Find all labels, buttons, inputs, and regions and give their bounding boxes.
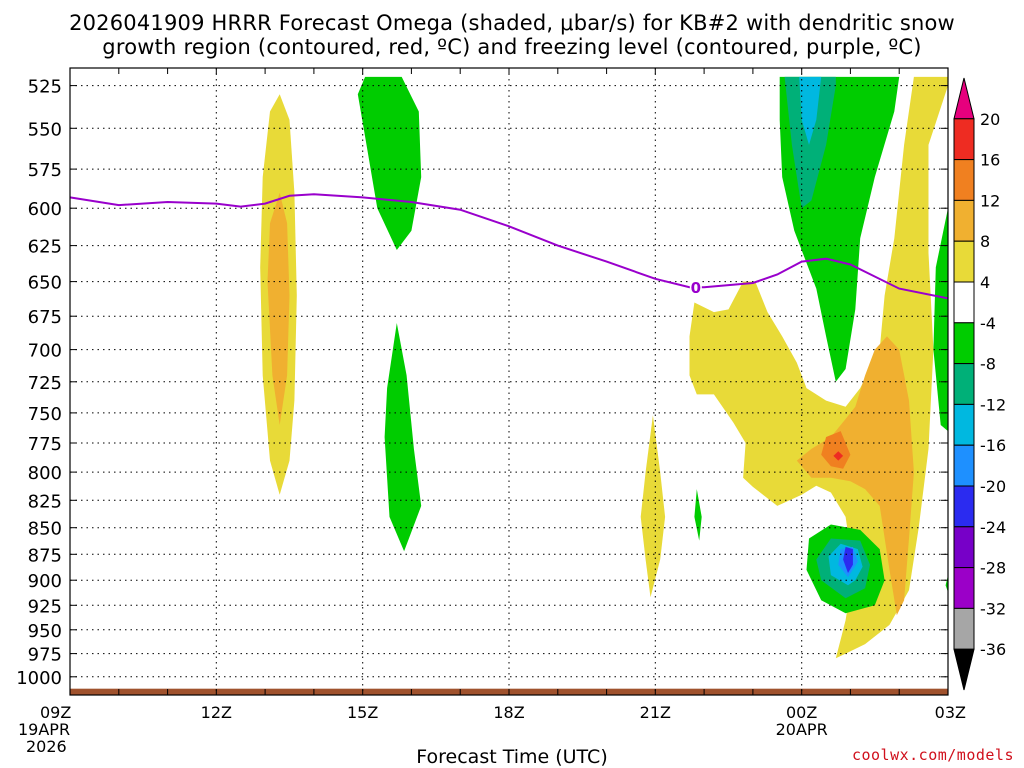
- colorbar-swatch-1: [953, 118, 975, 161]
- colorbar-swatch-7: [953, 363, 975, 405]
- colorbar-label-2: 12: [980, 191, 1000, 210]
- omega-region-7: [796, 336, 914, 616]
- y-tick-label-800: 800: [28, 463, 62, 484]
- colorbar-label-0: 20: [980, 110, 1000, 129]
- y-tick-label-775: 775: [28, 434, 62, 455]
- y-tick-label-950: 950: [28, 621, 62, 642]
- colorbar-label-12: -32: [980, 599, 1006, 618]
- omega-region-3: [384, 323, 422, 552]
- colorbar-label-8: -16: [980, 436, 1006, 455]
- y-tick-label-875: 875: [28, 545, 62, 566]
- colorbar-swatch-4: [953, 240, 975, 283]
- y-tick-label-575: 575: [28, 160, 62, 181]
- colorbar-swatch-6: [953, 322, 975, 365]
- colorbar-bottom-arrow: [953, 648, 975, 691]
- colorbar-label-3: 8: [980, 232, 990, 251]
- site-credit: coolwx.com/models: [851, 746, 1014, 764]
- colorbar-label-10: -24: [980, 518, 1006, 537]
- y-tick-label-975: 975: [28, 645, 62, 666]
- colorbar-swatch-9: [953, 444, 975, 487]
- omega-region-8: [821, 431, 851, 469]
- chart-title-line2: growth region (contoured, red, ºC) and f…: [102, 35, 922, 59]
- omega-region-13: [843, 298, 851, 323]
- y-axis-labels: 525 550 575 600 625 650 675 700 725 750 775 800 825 8…: [16, 77, 62, 689]
- y-tick-label-750: 750: [28, 404, 62, 425]
- y-tick-label-625: 625: [28, 237, 62, 258]
- freezing-level-label: 0: [691, 279, 701, 297]
- y-tick-label-900: 900: [28, 571, 62, 592]
- chart-title-line1: 2026041909 HRRR Forecast Omega (shaded, …: [69, 11, 955, 35]
- x-tick-year-09Z: 2026: [26, 737, 67, 756]
- colorbar-label-11: -28: [980, 559, 1006, 578]
- y-tick-label-1000: 1000: [16, 668, 62, 689]
- colorbar-swatch-2: [953, 159, 975, 201]
- plot-frame: [69, 67, 949, 696]
- y-tick-label-850: 850: [28, 519, 62, 540]
- x-tick-label-21Z: 21Z: [640, 703, 671, 722]
- colorbar-swatch-12: [953, 567, 975, 609]
- y-tick-label-525: 525: [28, 77, 62, 98]
- omega-region-1: [267, 192, 290, 425]
- y-tick-label-600: 600: [28, 199, 62, 220]
- colorbar-label-4: 4: [980, 273, 990, 292]
- x-tick-date-00Z: 20APR: [776, 720, 828, 739]
- colorbar-label-6: -8: [980, 355, 996, 374]
- y-tick-label-650: 650: [28, 273, 62, 294]
- colorbar: 20 16 12 8 4 -4 -8 -12 -16 -20 -24 -28 -32 -36: [953, 77, 1006, 691]
- colorbar-swatch-11: [953, 526, 975, 569]
- x-tick-label-18Z: 18Z: [493, 703, 524, 722]
- x-tick-label-03Z: 03Z: [935, 703, 966, 722]
- x-tick-label-09Z: 09Z: [40, 703, 71, 722]
- omega-region-19: [845, 549, 852, 570]
- omega-region-20: [933, 208, 948, 432]
- freezing-level-line: [69, 193, 949, 300]
- y-tick-label-825: 825: [28, 491, 62, 512]
- x-tick-date-09Z: 19APR: [18, 720, 70, 739]
- colorbar-label-9: -20: [980, 477, 1006, 496]
- colorbar-top-arrow: [953, 77, 975, 120]
- omega-region-2: [357, 76, 422, 251]
- y-tick-label-725: 725: [28, 373, 62, 394]
- y-tick-label-700: 700: [28, 341, 62, 362]
- colorbar-swatch-10: [953, 485, 975, 528]
- y-tick-label-925: 925: [28, 596, 62, 617]
- freezing-level-label-bg: [689, 280, 702, 295]
- omega-region-9: [833, 451, 844, 461]
- colorbar-label-1: 16: [980, 151, 1000, 170]
- omega-region-4: [640, 415, 666, 598]
- colorbar-swatch-3: [953, 199, 975, 242]
- x-tick-label-15Z: 15Z: [347, 703, 378, 722]
- freezing-level-layer: 0: [69, 193, 949, 300]
- colorbar-swatch-8: [953, 403, 975, 446]
- colorbar-label-13: -36: [980, 640, 1006, 659]
- colorbar-swatch-5: [953, 281, 975, 324]
- omega-region-12: [799, 76, 822, 145]
- omega-fill-layer: [260, 76, 948, 659]
- grid-layer: [69, 68, 949, 695]
- x-tick-label-00Z: 00Z: [786, 703, 817, 722]
- x-tick-label-12Z: 12Z: [201, 703, 232, 722]
- x-axis-title: Forecast Time (UTC): [416, 746, 608, 768]
- colorbar-swatch-13: [953, 607, 975, 650]
- colorbar-label-7: -12: [980, 395, 1006, 414]
- omega-region-5: [694, 489, 702, 541]
- omega-region-11: [784, 76, 836, 209]
- colorbar-label-5: -4: [980, 314, 996, 333]
- y-tick-label-550: 550: [28, 119, 62, 140]
- y-tick-label-675: 675: [28, 307, 62, 328]
